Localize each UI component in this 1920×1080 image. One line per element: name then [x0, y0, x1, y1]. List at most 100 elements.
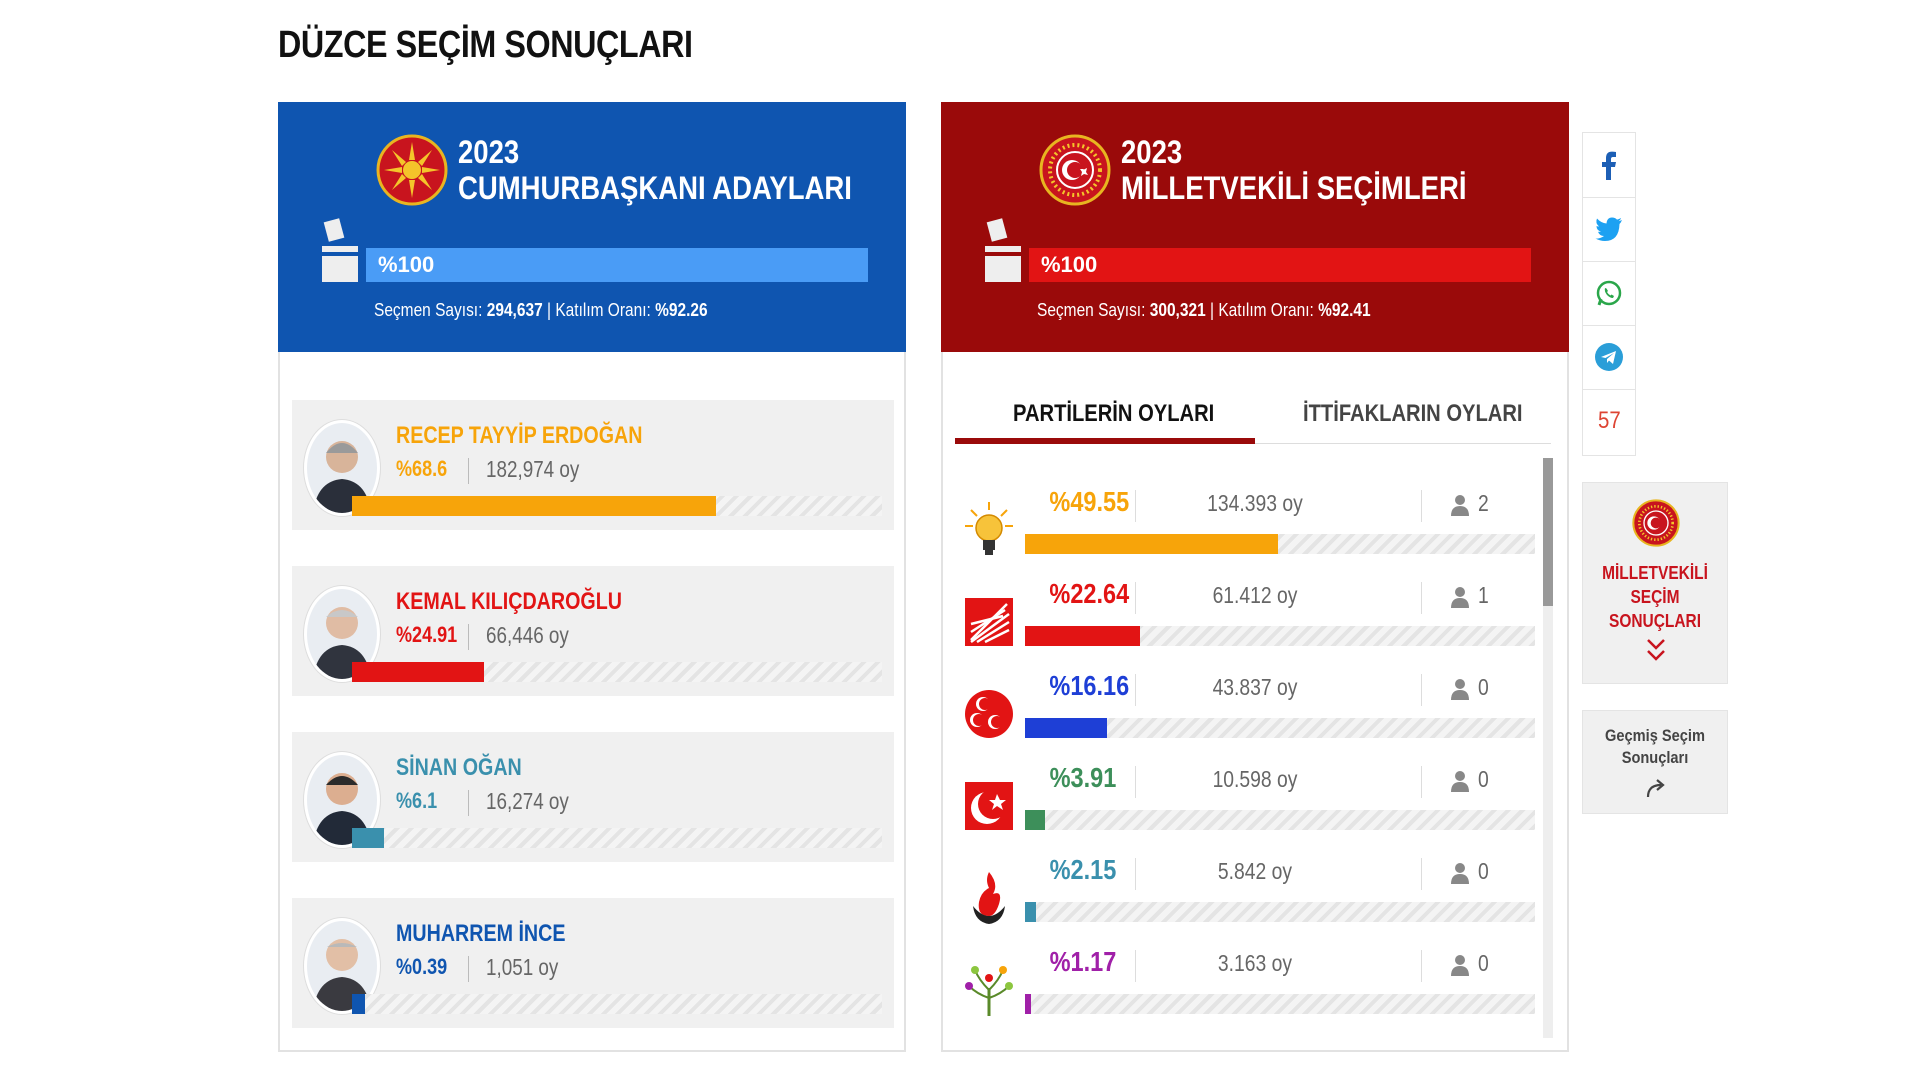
parliament-title: 2023 MİLLETVEKİLİ SEÇİMLERİ	[1121, 134, 1467, 206]
active-tab-indicator	[955, 438, 1255, 444]
party-list-scrollbar[interactable]	[1543, 458, 1553, 1038]
parliament-progress-label: %100	[1041, 252, 1098, 277]
candidate-card[interactable]: RECEP TAYYİP ERDOĞAN %68.6 182,974 oy	[292, 400, 894, 530]
mhp-crescents-icon	[965, 690, 1013, 738]
party-row[interactable]: %2.15 5.842 oy 0	[955, 854, 1535, 940]
share-twitter-button[interactable]	[1583, 197, 1635, 262]
share-count: 57	[1597, 407, 1621, 434]
parliament-results-label: MİLLETVEKİLİ SEÇİM SONUÇLARI	[1602, 563, 1708, 631]
presidential-progress-bar: %100	[366, 248, 868, 282]
party-row[interactable]: %3.91 10.598 oy 0	[955, 762, 1535, 848]
party-percent: %1.17	[1049, 946, 1117, 977]
party-votes: 10.598 oy	[1212, 766, 1298, 792]
twitter-icon	[1595, 217, 1622, 241]
share-count-button[interactable]: 57	[1583, 389, 1635, 453]
parliament-panel: 2023 MİLLETVEKİLİ SEÇİMLERİ %100 Seçmen …	[941, 102, 1569, 1052]
party-bar-fill	[1025, 902, 1036, 922]
party-bar-fill	[1025, 534, 1278, 554]
seat-person-icon	[1451, 771, 1469, 792]
party-row[interactable]: %16.16 43.837 oy 0	[955, 670, 1535, 756]
candidate-bar-track	[352, 994, 882, 1014]
party-percent: %22.64	[1049, 578, 1130, 609]
turnout-label: Katılım Oranı:	[1218, 300, 1314, 320]
candidate-name: KEMAL KILIÇDAROĞLU	[396, 588, 622, 615]
candidate-card[interactable]: MUHARREM İNCE %0.39 1,051 oy	[292, 898, 894, 1028]
candidate-bar-track	[352, 496, 882, 516]
candidate-percent: %6.1	[396, 788, 438, 813]
share-bar: 57	[1582, 132, 1636, 456]
party-bar-fill	[1025, 994, 1032, 1014]
parliament-results-link[interactable]: MİLLETVEKİLİ SEÇİM SONUÇLARI	[1582, 482, 1728, 684]
party-row[interactable]: %22.64 61.412 oy 1	[955, 578, 1535, 664]
candidate-card[interactable]: SİNAN OĞAN %6.1 16,274 oy	[292, 732, 894, 862]
parliament-title-text: MİLLETVEKİLİ SEÇİMLERİ	[1121, 170, 1467, 206]
presidential-title: 2023 CUMHURBAŞKANI ADAYLARI	[458, 134, 852, 206]
scrollbar-thumb[interactable]	[1543, 458, 1553, 606]
past-results-link[interactable]: Geçmiş Seçim Sonuçları	[1582, 710, 1728, 814]
party-percent: %3.91	[1049, 762, 1117, 793]
candidate-percent: %24.91	[396, 622, 458, 647]
party-bar-track	[1025, 810, 1535, 830]
parliament-emblem-icon	[1039, 134, 1111, 206]
yrp-crescent-icon	[965, 782, 1013, 830]
page-title: DÜZCE SEÇİM SONUÇLARI	[278, 24, 693, 66]
candidate-bar-fill	[352, 994, 366, 1014]
presidential-stats: Seçmen Sayısı: 294,637 | Katılım Oranı: …	[374, 300, 708, 320]
party-bar-fill	[1025, 810, 1045, 830]
party-bar-track	[1025, 534, 1535, 554]
presidential-panel: 2023 CUMHURBAŞKANI ADAYLARI %100 Seçmen …	[278, 102, 906, 1052]
party-seats: 0	[1478, 674, 1489, 700]
party-votes: 5.842 oy	[1217, 858, 1293, 884]
parliament-progress-bar: %100	[1029, 248, 1531, 282]
seat-person-icon	[1451, 495, 1469, 516]
parliament-stats: Seçmen Sayısı: 300,321 | Katılım Oranı: …	[1037, 300, 1371, 320]
party-votes: 43.837 oy	[1212, 674, 1298, 700]
candidate-bar-fill	[352, 496, 716, 516]
candidate-percent: %0.39	[396, 954, 448, 979]
candidate-photo	[304, 918, 380, 1014]
share-telegram-button[interactable]	[1583, 325, 1635, 390]
candidate-card[interactable]: KEMAL KILIÇDAROĞLU %24.91 66,446 oy	[292, 566, 894, 696]
party-seats: 0	[1478, 858, 1489, 884]
share-facebook-button[interactable]	[1583, 133, 1635, 198]
seat-person-icon	[1451, 863, 1469, 884]
whatsapp-icon	[1596, 280, 1622, 306]
parliament-emblem-icon	[1632, 499, 1680, 547]
candidate-votes: 66,446 oy	[486, 622, 569, 648]
voters-label: Seçmen Sayısı:	[374, 300, 483, 320]
candidate-votes: 182,974 oy	[486, 456, 580, 482]
party-percent: %16.16	[1049, 670, 1130, 701]
tab-party-votes[interactable]: PARTİLERİN OYLARI	[1013, 400, 1215, 427]
turnout-label: Katılım Oranı:	[555, 300, 651, 320]
ballot-box-icon	[985, 218, 1021, 282]
seat-person-icon	[1451, 679, 1469, 700]
party-votes: 61.412 oy	[1212, 582, 1298, 608]
party-votes: 3.163 oy	[1217, 950, 1293, 976]
tab-alliance-votes[interactable]: İTTİFAKLARIN OYLARI	[1303, 400, 1523, 427]
akp-bulb-icon	[965, 502, 1013, 555]
party-row[interactable]: %1.17 3.163 oy 0	[955, 946, 1535, 1032]
party-percent: %49.55	[1049, 486, 1130, 517]
seat-person-icon	[1451, 587, 1469, 608]
candidate-votes: 1,051 oy	[486, 954, 559, 980]
candidate-name: SİNAN OĞAN	[396, 754, 522, 781]
party-votes: 134.393 oy	[1207, 490, 1303, 516]
party-seats: 1	[1478, 582, 1489, 608]
party-seats: 2	[1478, 490, 1489, 516]
presidential-progress-label: %100	[378, 252, 435, 277]
ysp-tree-icon	[965, 966, 1013, 1016]
candidate-percent: %68.6	[396, 456, 448, 481]
party-row[interactable]: %49.55 134.393 oy 2	[955, 486, 1535, 572]
presidency-emblem-icon	[376, 134, 448, 206]
double-chevron-down-icon	[1647, 639, 1665, 661]
share-whatsapp-button[interactable]	[1583, 261, 1635, 326]
presidential-title-text: CUMHURBAŞKANI ADAYLARI	[458, 170, 852, 206]
party-bar-fill	[1025, 718, 1108, 738]
redirect-arrow-icon	[1646, 779, 1665, 798]
parliament-year: 2023	[1121, 134, 1183, 170]
voters-label: Seçmen Sayısı:	[1037, 300, 1146, 320]
party-bar-fill	[1025, 626, 1141, 646]
turnout-value: %92.26	[655, 300, 708, 320]
party-bar-track	[1025, 626, 1535, 646]
seat-person-icon	[1451, 955, 1469, 976]
